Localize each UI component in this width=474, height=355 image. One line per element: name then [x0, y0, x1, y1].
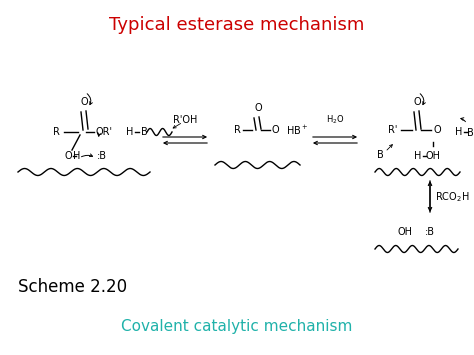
Text: H: H [73, 151, 81, 161]
Text: R: R [53, 127, 59, 137]
Text: O: O [64, 151, 72, 161]
Text: OR': OR' [95, 127, 112, 137]
Text: O: O [413, 97, 421, 107]
Text: H: H [126, 127, 134, 137]
Text: :B: :B [97, 151, 107, 161]
Text: R': R' [388, 125, 398, 135]
Text: R'OH: R'OH [173, 115, 197, 125]
Text: H: H [414, 151, 422, 161]
Text: O: O [271, 125, 279, 135]
Text: O: O [254, 103, 262, 113]
Text: R: R [234, 125, 240, 135]
Text: H: H [456, 127, 463, 137]
Text: OH: OH [398, 227, 412, 237]
Text: B$^+$: B$^+$ [465, 125, 474, 138]
Text: RCO$_2$H: RCO$_2$H [435, 190, 469, 204]
Text: :B: :B [425, 227, 435, 237]
Text: OH: OH [426, 151, 440, 161]
Text: O: O [433, 125, 441, 135]
Text: Typical esterase mechanism: Typical esterase mechanism [109, 16, 365, 34]
Text: O: O [80, 97, 88, 107]
Text: Covalent catalytic mechanism: Covalent catalytic mechanism [121, 320, 353, 334]
Text: H$_2$O: H$_2$O [326, 114, 344, 126]
Text: Scheme 2.20: Scheme 2.20 [18, 278, 127, 296]
Text: B: B [141, 127, 147, 137]
Text: B: B [377, 150, 383, 160]
Text: HB$^+$: HB$^+$ [286, 124, 308, 137]
